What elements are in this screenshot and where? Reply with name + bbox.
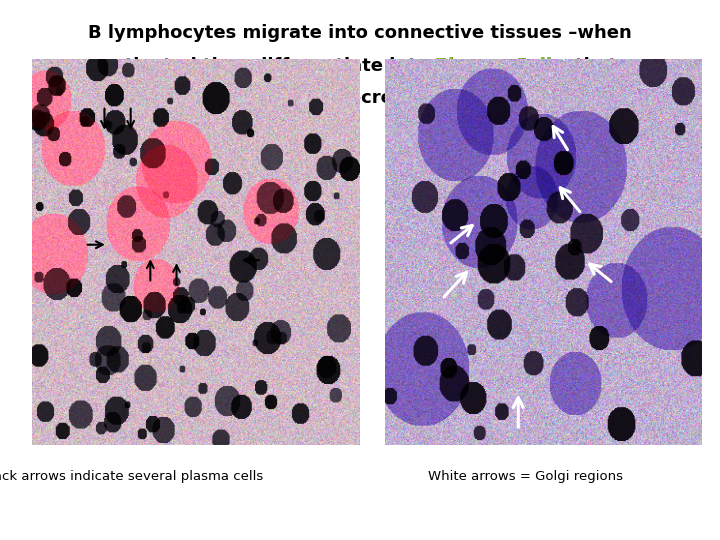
Text: constitutively secrete antibodies: constitutively secrete antibodies: [193, 89, 527, 107]
Text: activated they differentiate into Plasma Cells: activated they differentiate into Plasma…: [130, 57, 590, 75]
Text: Plasma Cells: Plasma Cells: [435, 57, 562, 75]
Text: B lymphocytes migrate into connective tissues –when: B lymphocytes migrate into connective ti…: [88, 24, 632, 42]
Text: Black arrows indicate several plasma cells: Black arrows indicate several plasma cel…: [0, 470, 264, 483]
Text: White arrows = Golgi regions: White arrows = Golgi regions: [428, 470, 623, 483]
Text: activated they differentiate into Plasma Cells  that: activated they differentiate into Plasma…: [102, 57, 618, 75]
Text: activated they differentiate into: activated they differentiate into: [194, 57, 526, 75]
